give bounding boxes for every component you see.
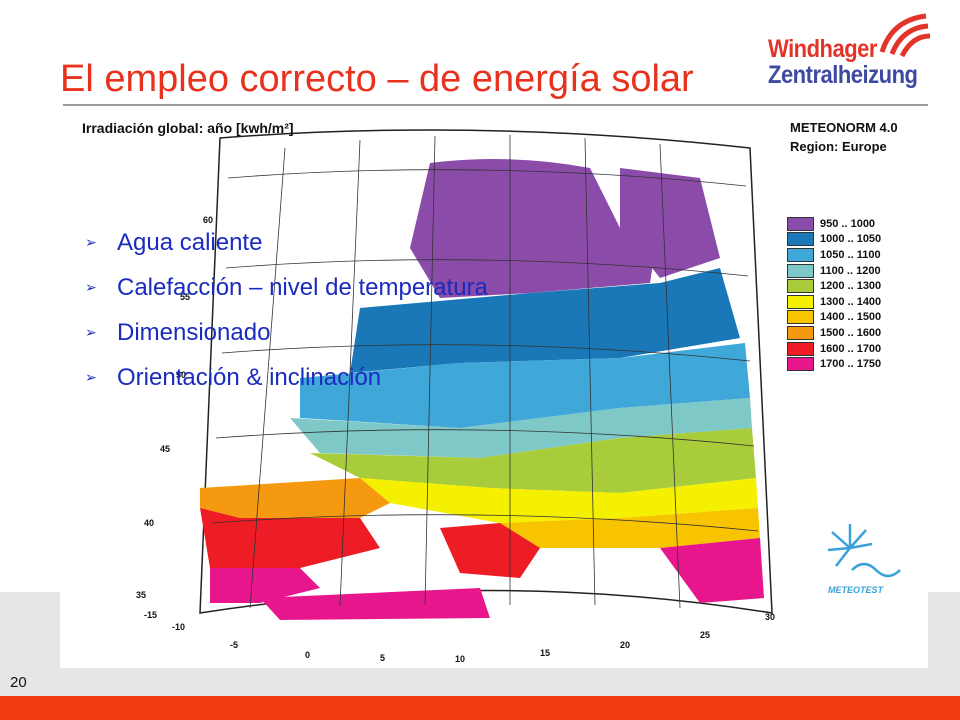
longitude-tick: 25 (700, 630, 710, 640)
longitude-tick: 30 (765, 612, 775, 622)
legend-swatch (787, 341, 814, 356)
legend-swatch (787, 294, 814, 309)
slide-title: El empleo correcto – de energía solar (60, 58, 694, 100)
legend-label: 1400 .. 1500 (820, 311, 882, 324)
legend-swatch (787, 310, 814, 325)
bullet-text: Agua caliente (117, 228, 263, 256)
arrow-bullet-icon: ➢ (85, 234, 97, 250)
legend-row: 1300 .. 1400 (787, 294, 881, 310)
longitude-tick: -15 (144, 610, 157, 620)
irradiation-map: 60 55 50 45 40 35 -15 -10 -5 0 5 10 15 20 25 30 METEOT… (60, 108, 928, 668)
longitude-tick: 20 (620, 640, 630, 650)
map-legend: 950 .. 1000 1000 .. 1050 1050 .. 1100 1100 … (787, 216, 881, 372)
longitude-tick: -5 (230, 640, 238, 650)
title-divider (63, 104, 928, 106)
legend-row: 1100 .. 1200 (787, 263, 881, 279)
latitude-tick: 50 (176, 370, 186, 380)
legend-row: 950 .. 1000 (787, 216, 881, 232)
page-number: 20 (10, 674, 27, 691)
legend-label: 1100 .. 1200 (820, 264, 881, 277)
legend-row: 1600 .. 1700 (787, 341, 881, 357)
longitude-tick: 5 (380, 653, 385, 663)
bullet-item: ➢ Calefacción – nivel de temperatura (85, 265, 488, 310)
legend-row: 1000 .. 1050 (787, 232, 881, 248)
legend-swatch (787, 247, 814, 262)
map-caption: Irradiación global: año [kwh/m²] (82, 120, 294, 136)
windhager-logo: Windhager Zentralheizung (764, 12, 932, 94)
legend-label: 1200 .. 1300 (820, 280, 882, 293)
logo-line-2: Zentralheizung (768, 60, 918, 89)
meteotest-label: METEOTEST (828, 585, 885, 595)
latitude-tick: 40 (144, 518, 154, 528)
logo-line-1: Windhager (768, 34, 877, 63)
legend-row: 1500 .. 1600 (787, 325, 881, 341)
bullet-text: Orientación & inclinación (117, 363, 382, 391)
bullet-item: ➢ Orientación & inclinación (85, 355, 488, 400)
legend-label: 950 .. 1000 (820, 217, 876, 230)
legend-label: 1000 .. 1050 (820, 233, 882, 246)
arrow-bullet-icon: ➢ (85, 369, 97, 385)
footer-red-bar (0, 696, 960, 720)
legend-label: 1300 .. 1400 (820, 295, 882, 308)
latitude-tick: 60 (203, 215, 213, 225)
legend-label: 1600 .. 1700 (820, 342, 882, 355)
legend-swatch (787, 357, 814, 372)
legend-swatch (787, 232, 814, 247)
legend-swatch (787, 263, 814, 278)
legend-row: 1200 .. 1300 (787, 278, 881, 294)
legend-swatch (787, 279, 814, 294)
legend-row: 1050 .. 1100 (787, 247, 881, 263)
latitude-tick: 45 (160, 444, 170, 454)
source-line-2: Region: Europe (790, 139, 887, 154)
legend-row: 1400 .. 1500 (787, 310, 881, 326)
legend-row: 1700 .. 1750 (787, 356, 881, 372)
europe-map-graphic: 60 55 50 45 40 35 -15 -10 -5 0 5 10 15 20 25 30 METEOT… (136, 129, 901, 664)
longitude-tick: 15 (540, 648, 550, 658)
legend-label: 1500 .. 1600 (820, 326, 882, 339)
bullet-text: Calefacción – nivel de temperatura (117, 273, 488, 301)
longitude-tick: 10 (455, 654, 465, 664)
longitude-tick: 0 (305, 650, 310, 660)
bullet-text: Dimensionado (117, 318, 271, 346)
legend-label: 1700 .. 1750 (820, 358, 882, 371)
arrow-bullet-icon: ➢ (85, 324, 97, 340)
legend-swatch (787, 325, 814, 340)
arrow-bullet-icon: ➢ (85, 279, 97, 295)
source-line-1: METEONORM 4.0 (790, 120, 898, 135)
map-source: METEONORM 4.0 Region: Europe (790, 118, 898, 156)
meteotest-sun-icon (827, 524, 901, 578)
bullet-item: ➢ Dimensionado (85, 310, 488, 355)
longitude-tick: -10 (172, 622, 185, 632)
latitude-tick: 35 (136, 590, 146, 600)
legend-swatch (787, 216, 814, 231)
logo-arcs (879, 13, 931, 58)
legend-label: 1050 .. 1100 (820, 248, 881, 261)
latitude-tick: 55 (180, 292, 190, 302)
bullet-item: ➢ Agua caliente (85, 220, 488, 265)
bullet-list: ➢ Agua caliente ➢ Calefacción – nivel de te… (85, 220, 488, 400)
